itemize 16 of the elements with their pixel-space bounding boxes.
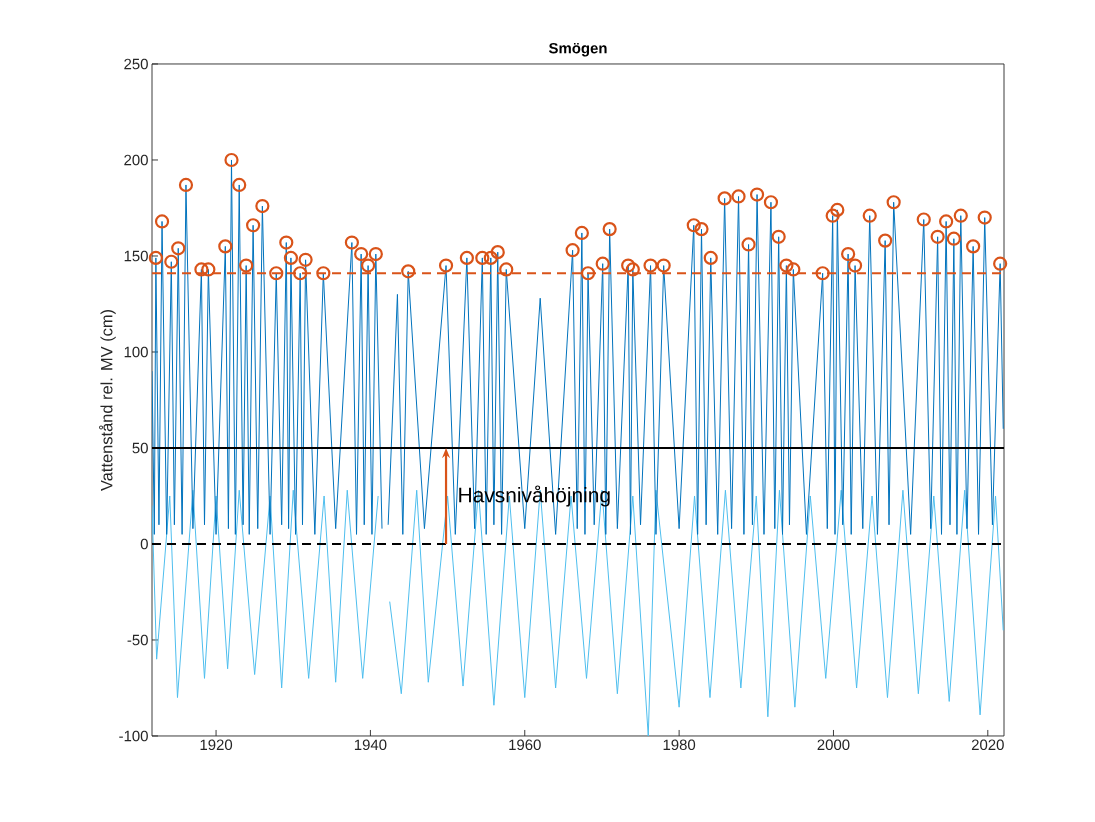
y-tick-label: 200: [124, 154, 148, 166]
x-tick-label: 2000: [817, 739, 850, 751]
y-axis-title: Vattenstånd rel. MV (cm): [99, 309, 116, 491]
x-tick-label: 2020: [971, 739, 1004, 751]
x-tick-label: 1960: [509, 739, 541, 751]
y-tick-label: 250: [124, 58, 148, 70]
x-tick-label: 1920: [200, 739, 233, 751]
chart-title: Smögen: [548, 42, 607, 57]
y-tick-label: 100: [124, 346, 148, 358]
y-tick-label: 150: [124, 250, 148, 262]
x-tick-label: 1940: [354, 739, 387, 751]
y-tick-label: -100: [119, 730, 148, 742]
y-tick-label: 0: [140, 538, 148, 550]
y-tick-label: -50: [127, 634, 148, 646]
x-tick-label: 1980: [663, 739, 696, 751]
y-tick-label: 50: [132, 442, 148, 454]
